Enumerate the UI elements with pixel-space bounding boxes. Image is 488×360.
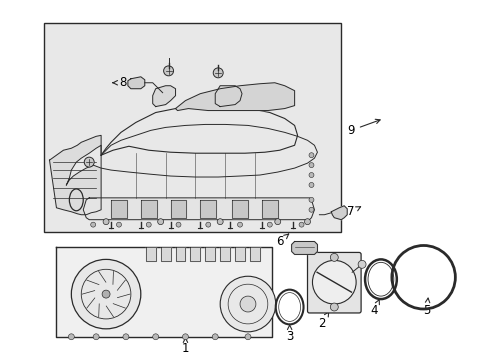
Circle shape (217, 219, 223, 225)
Text: 7: 7 (346, 205, 360, 218)
Circle shape (308, 183, 313, 188)
Text: 3: 3 (285, 325, 293, 343)
Circle shape (308, 163, 313, 168)
Polygon shape (161, 247, 170, 261)
Circle shape (244, 334, 250, 340)
Polygon shape (49, 135, 101, 215)
Circle shape (84, 157, 94, 167)
Circle shape (330, 253, 338, 261)
Circle shape (213, 68, 223, 78)
Circle shape (308, 207, 313, 212)
Circle shape (182, 334, 188, 340)
Circle shape (152, 334, 158, 340)
Circle shape (102, 290, 110, 298)
Text: 8: 8 (113, 76, 126, 89)
Polygon shape (262, 200, 277, 218)
Polygon shape (56, 247, 271, 337)
Circle shape (240, 296, 255, 312)
Circle shape (308, 197, 313, 202)
Circle shape (312, 260, 355, 304)
Circle shape (357, 260, 366, 268)
Circle shape (146, 222, 151, 227)
Polygon shape (175, 247, 185, 261)
Circle shape (330, 303, 338, 311)
Circle shape (274, 219, 280, 225)
Polygon shape (170, 200, 186, 218)
Text: 1: 1 (182, 338, 189, 355)
Text: 4: 4 (369, 299, 379, 318)
Circle shape (90, 222, 96, 227)
Polygon shape (249, 247, 259, 261)
FancyBboxPatch shape (307, 252, 360, 313)
Circle shape (220, 276, 275, 332)
Polygon shape (141, 200, 156, 218)
Circle shape (304, 219, 310, 225)
Text: 2: 2 (317, 312, 328, 330)
Circle shape (68, 334, 74, 340)
Circle shape (176, 222, 181, 227)
Circle shape (308, 153, 313, 158)
Polygon shape (175, 83, 294, 111)
Polygon shape (331, 206, 346, 220)
Text: 5: 5 (422, 298, 429, 318)
Circle shape (116, 222, 121, 227)
Polygon shape (111, 200, 127, 218)
Polygon shape (205, 247, 215, 261)
Circle shape (157, 219, 163, 225)
Circle shape (122, 334, 129, 340)
Circle shape (93, 334, 99, 340)
Circle shape (308, 172, 313, 177)
Polygon shape (66, 125, 317, 185)
Polygon shape (220, 247, 230, 261)
Circle shape (205, 222, 210, 227)
Text: 6: 6 (275, 234, 288, 248)
Circle shape (267, 222, 272, 227)
Circle shape (103, 219, 109, 225)
Polygon shape (215, 86, 242, 107)
Polygon shape (152, 86, 175, 107)
Polygon shape (190, 247, 200, 261)
Circle shape (299, 222, 304, 227)
Polygon shape (128, 77, 144, 89)
Polygon shape (200, 200, 216, 218)
Text: 9: 9 (346, 119, 379, 137)
Circle shape (163, 66, 173, 76)
Circle shape (237, 222, 242, 227)
Polygon shape (145, 247, 155, 261)
Polygon shape (232, 200, 247, 218)
Polygon shape (235, 247, 244, 261)
Polygon shape (291, 242, 317, 255)
Bar (43, 23, 341, 231)
Polygon shape (101, 107, 297, 155)
Circle shape (71, 260, 141, 329)
Circle shape (212, 334, 218, 340)
Polygon shape (83, 198, 314, 220)
